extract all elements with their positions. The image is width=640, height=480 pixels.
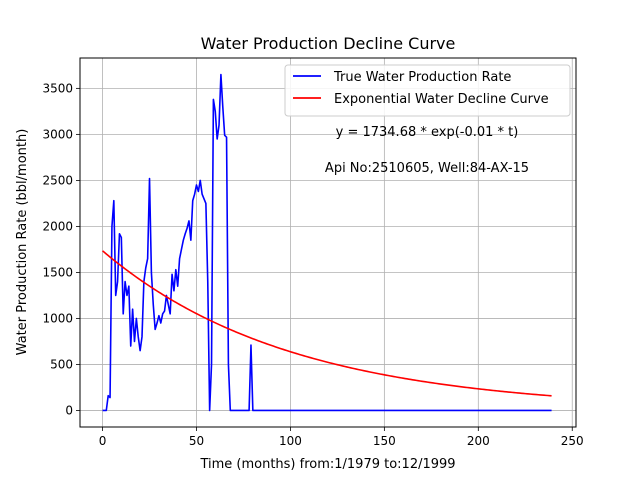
axis-ticks: 0 50 100 150 200 2500500100015002000250030003… [42, 81, 583, 448]
x-tick-label: 250 [561, 434, 584, 448]
y-tick-label: 2500 [42, 173, 73, 187]
legend-box [284, 64, 571, 117]
x-tick-label: 50 [189, 434, 204, 448]
legend-label-true-rate: True Water Production Rate [333, 70, 511, 85]
y-tick-label: 0 [65, 403, 73, 417]
y-tick-label: 3500 [42, 81, 73, 95]
series-line-decline-curve [102, 250, 552, 397]
x-tick-label: 200 [467, 434, 490, 448]
fit-equation-annotation: y = 1734.68 * exp(-0.01 * t) [336, 125, 519, 140]
x-tick-label: 0 [99, 434, 107, 448]
plot-frame [79, 57, 577, 428]
y-tick-label: 3000 [42, 127, 73, 141]
y-tick-label: 1000 [42, 311, 73, 325]
x-tick-label: 150 [373, 434, 396, 448]
legend: True Water Production Rate Exponential W… [284, 64, 571, 117]
series-line-true-rate [102, 73, 552, 412]
legend-label-decline-curve: Exponential Water Decline Curve [334, 92, 549, 107]
y-tick-label: 1500 [42, 265, 73, 279]
x-tick-label: 100 [279, 434, 302, 448]
y-axis-label: Water Production Rate (bbl/month) [15, 129, 30, 356]
x-axis-label: Time (months) from:1/1979 to:12/1999 [199, 457, 455, 472]
plot-series [102, 73, 552, 412]
chart-title: Water Production Decline Curve [201, 34, 456, 53]
y-tick-label: 2000 [42, 219, 73, 233]
well-info-annotation: Api No:2510605, Well:84-AX-15 [325, 161, 529, 176]
y-tick-label: 500 [50, 357, 73, 371]
